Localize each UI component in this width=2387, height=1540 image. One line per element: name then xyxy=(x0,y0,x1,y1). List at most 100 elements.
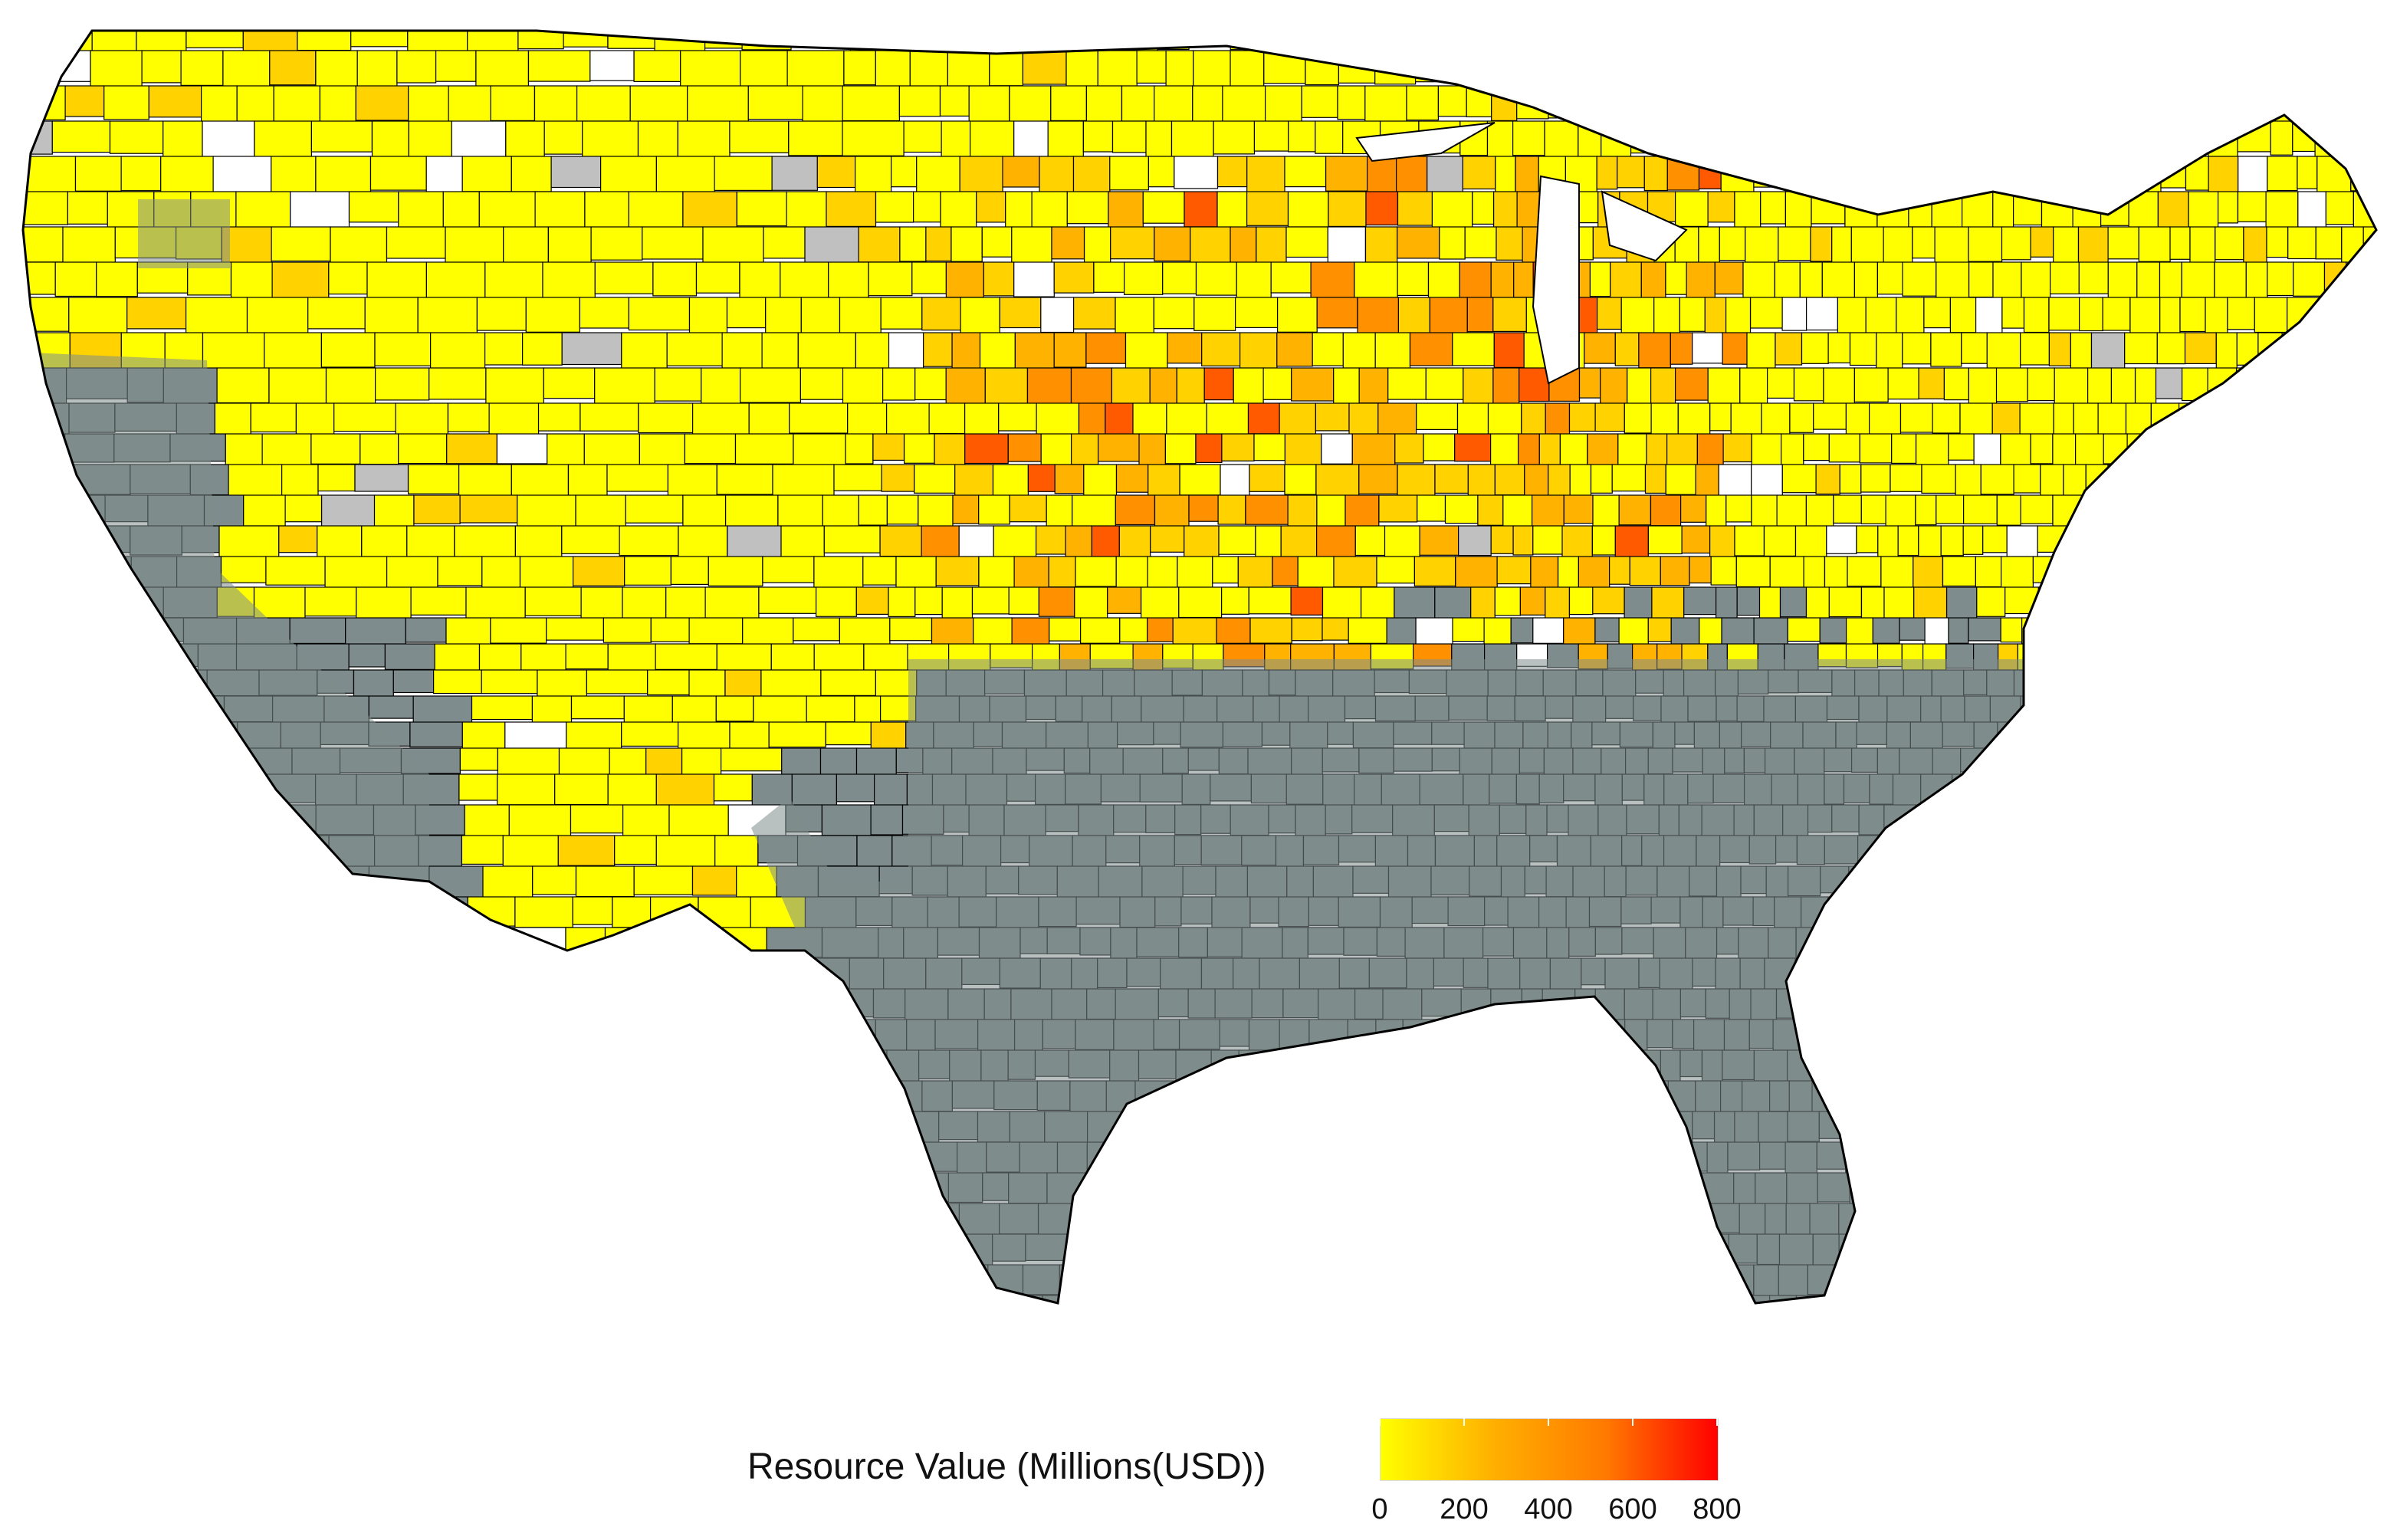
county-cell xyxy=(2067,695,2090,720)
county-cell xyxy=(205,896,268,931)
county-cell xyxy=(1494,464,1525,496)
county-cell xyxy=(321,494,376,529)
county-cell xyxy=(2023,297,2050,333)
county-cell xyxy=(2169,226,2191,260)
county-cell xyxy=(2267,1233,2299,1263)
county-cell xyxy=(736,865,777,898)
county-cell xyxy=(57,957,97,990)
county-cell xyxy=(1213,1295,1249,1303)
county-cell xyxy=(1624,586,1653,621)
county-cell xyxy=(1406,85,1440,121)
county-cell xyxy=(1793,367,1824,402)
county-cell xyxy=(1948,617,1969,644)
county-cell xyxy=(281,464,319,500)
county-cell xyxy=(1051,226,1085,260)
county-cell xyxy=(2232,1295,2261,1303)
county-cell xyxy=(821,804,872,836)
county-cell xyxy=(1973,957,2006,987)
county-cell xyxy=(1493,332,1525,369)
county-cell xyxy=(2248,835,2271,866)
county-cell xyxy=(2064,1080,2093,1116)
county-cell xyxy=(1162,1111,1199,1144)
county-cell xyxy=(2349,525,2376,562)
county-cell xyxy=(2092,1080,2114,1114)
county-cell xyxy=(1290,586,1324,616)
county-cell xyxy=(101,927,144,961)
county-cell xyxy=(586,669,648,694)
county-cell xyxy=(1149,367,1177,405)
county-cell xyxy=(1322,586,1362,619)
county-cell xyxy=(1178,586,1223,619)
county-cell xyxy=(468,1019,511,1052)
county-cell xyxy=(1673,1233,1697,1267)
county-cell xyxy=(1881,865,1916,901)
county-cell xyxy=(2158,120,2188,153)
county-cell xyxy=(2090,1172,2111,1207)
county-cell xyxy=(2221,643,2245,670)
county-cell xyxy=(337,1203,375,1237)
county-cell xyxy=(2224,31,2246,49)
county-cell xyxy=(2129,464,2161,496)
county-cell xyxy=(1686,261,1716,301)
county-cell xyxy=(642,226,704,260)
county-cell xyxy=(1831,226,1852,268)
county-cell xyxy=(999,297,1042,329)
county-cell xyxy=(314,1111,371,1148)
county-cell xyxy=(110,643,157,675)
county-cell xyxy=(1146,1172,1178,1200)
county-cell xyxy=(1976,586,2006,617)
county-cell xyxy=(2179,773,2207,807)
county-cell xyxy=(58,617,99,642)
county-cell xyxy=(1496,1172,1524,1209)
county-cell xyxy=(2287,1172,2320,1204)
county-cell xyxy=(914,367,947,401)
county-cell xyxy=(602,1295,665,1303)
county-cell xyxy=(2126,433,2155,469)
county-cell xyxy=(2166,1049,2188,1079)
county-cell xyxy=(595,1203,655,1233)
county-cell xyxy=(2247,464,2276,496)
county-cell xyxy=(1354,261,1398,300)
county-cell xyxy=(324,556,388,588)
county-cell xyxy=(964,433,1009,465)
county-cell xyxy=(400,1141,445,1177)
county-cell xyxy=(482,865,534,899)
county-cell xyxy=(1486,31,1517,51)
county-cell xyxy=(1460,1264,1492,1299)
county-cell xyxy=(753,695,807,724)
county-cell xyxy=(1547,50,1581,89)
county-cell xyxy=(126,297,187,330)
county-cell xyxy=(1249,464,1285,492)
county-cell xyxy=(329,957,370,991)
county-cell xyxy=(96,835,151,872)
county-cell xyxy=(1509,1019,1545,1049)
county-cell xyxy=(1709,1295,1738,1303)
county-cell xyxy=(2189,525,2213,554)
county-cell xyxy=(2323,556,2350,585)
county-cell xyxy=(2353,1111,2376,1145)
county-cell xyxy=(2182,721,2206,749)
county-cell xyxy=(2312,721,2335,749)
county-cell xyxy=(1118,525,1151,558)
county-cell xyxy=(1452,617,1485,642)
county-cell xyxy=(1026,367,1072,406)
county-cell xyxy=(2317,464,2344,499)
county-cell xyxy=(2244,31,2269,54)
county-cell xyxy=(1316,297,1358,329)
county-cell xyxy=(1216,156,1248,188)
county-cell xyxy=(1973,50,2008,90)
county-cell xyxy=(1568,402,1596,432)
county-cell xyxy=(2112,1264,2144,1292)
county-cell xyxy=(110,1233,169,1265)
county-cell xyxy=(2207,1295,2234,1303)
county-cell xyxy=(2048,332,2071,366)
county-cell xyxy=(1869,402,1902,436)
county-cell xyxy=(2244,556,2280,592)
county-cell xyxy=(1989,988,2016,1020)
county-cell xyxy=(2142,1141,2172,1177)
county-cell xyxy=(1845,402,1870,438)
county-cell xyxy=(1085,85,1123,125)
county-cell xyxy=(1351,433,1396,470)
county-cell xyxy=(2088,695,2112,724)
county-cell xyxy=(1875,927,1898,959)
